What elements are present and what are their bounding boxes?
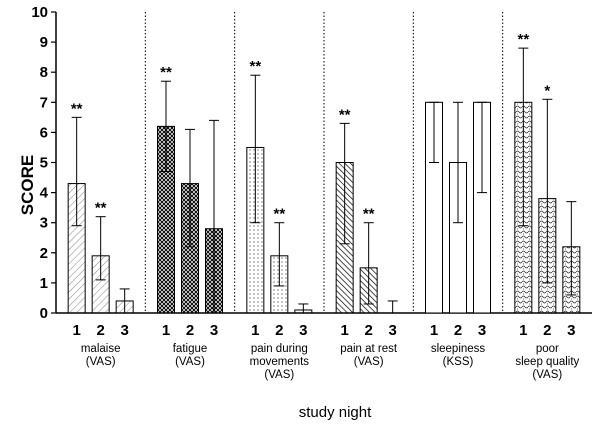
significance-marker: *	[544, 82, 550, 99]
x-tick-label: 3	[567, 322, 575, 339]
bar-group: ** 1 ** 2 3 malaise(VAS)	[67, 100, 134, 368]
group-label: fatigue	[173, 343, 208, 355]
x-tick-label: 3	[388, 322, 396, 339]
x-tick-label: 2	[364, 322, 372, 339]
group-label: (KSS)	[443, 356, 474, 368]
x-tick-label: 1	[251, 322, 259, 339]
x-tick-label: 1	[72, 322, 80, 339]
group-label: (VAS)	[86, 356, 116, 368]
group-label: (VAS)	[264, 369, 294, 381]
significance-marker: **	[363, 206, 375, 223]
bar-group: 1 2 3 sleepiness(KSS)	[412, 12, 491, 368]
significance-marker: **	[273, 206, 285, 223]
significance-marker: **	[95, 200, 107, 217]
y-tick-label: 9	[40, 34, 48, 51]
x-tick-label: 3	[299, 322, 307, 339]
y-tick-label: 1	[40, 275, 48, 292]
group-label: pain at rest	[340, 343, 398, 355]
significance-marker: **	[71, 100, 83, 117]
bar-group: ** 1 ** 2 3 pain at rest(VAS)	[323, 12, 398, 368]
group-label: sleepiness	[431, 343, 486, 355]
y-tick-label: 10	[31, 4, 48, 21]
significance-marker: **	[160, 64, 172, 81]
y-tick-label: 8	[40, 64, 48, 81]
x-tick-label: 1	[519, 322, 527, 339]
y-tick-label: 6	[40, 124, 48, 141]
x-tick-label: 2	[454, 322, 462, 339]
x-tick-label: 1	[430, 322, 438, 339]
group-label: sleep quality	[515, 356, 579, 368]
y-tick-label: 4	[40, 185, 49, 202]
x-tick-label: 3	[478, 322, 486, 339]
group-label: pain during	[251, 343, 308, 355]
group-label: poor	[536, 343, 559, 355]
group-label: (VAS)	[532, 369, 562, 381]
group-label: (VAS)	[175, 356, 205, 368]
y-tick-label: 0	[40, 305, 48, 322]
y-tick-label: 7	[40, 94, 48, 111]
x-tick-label: 2	[543, 322, 551, 339]
group-label: malaise	[81, 343, 121, 355]
y-tick-label: 5	[40, 155, 48, 172]
x-tick-label: 2	[186, 322, 194, 339]
x-tick-label: 1	[162, 322, 170, 339]
group-label: movements	[250, 356, 310, 368]
x-tick-label: 3	[210, 322, 218, 339]
y-tick-label: 2	[40, 245, 48, 262]
x-axis-label: study night	[299, 404, 372, 421]
x-tick-label: 3	[120, 322, 128, 339]
x-tick-label: 2	[275, 322, 283, 339]
y-axis-label: SCORE	[18, 155, 37, 215]
significance-marker: **	[517, 31, 529, 48]
x-tick-label: 1	[340, 322, 348, 339]
group-label: (VAS)	[354, 356, 384, 368]
x-tick-label: 2	[96, 322, 104, 339]
y-tick-label: 3	[40, 215, 48, 232]
significance-marker: **	[339, 106, 351, 123]
significance-marker: **	[249, 58, 261, 75]
